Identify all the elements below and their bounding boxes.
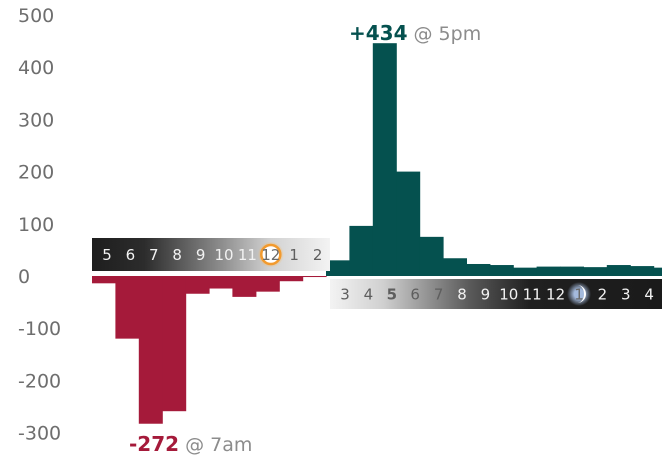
moon-icon-crescent: [577, 285, 586, 303]
y-tick-label: 100: [18, 214, 54, 236]
bar: [302, 276, 327, 278]
bar: [419, 236, 444, 276]
bar: [255, 276, 280, 292]
hour-label: 4: [644, 286, 654, 304]
y-axis: 500 400 300 200 100 0 -100 -200 -300: [18, 5, 61, 445]
hour-label: 2: [598, 286, 608, 304]
peak-value: -272: [129, 432, 179, 456]
bar: [606, 265, 631, 276]
bar: [232, 276, 257, 297]
hour-label: 9: [481, 286, 491, 304]
bar: [115, 276, 140, 339]
hour-label: 7: [434, 286, 444, 304]
peak-time: @ 7am: [185, 434, 252, 456]
bar: [583, 267, 608, 276]
bar: [396, 171, 421, 276]
peak-annotation-negative: -272 @ 7am: [129, 432, 252, 456]
hour-label: 5: [102, 246, 112, 264]
bar: [372, 43, 397, 276]
bar: [138, 276, 163, 424]
bar: [653, 267, 662, 276]
hour-label: 6: [410, 286, 420, 304]
moon-icon: [567, 282, 591, 306]
hour-label: 8: [457, 286, 467, 304]
y-tick-label: 300: [18, 109, 54, 131]
hour-label: 10: [499, 286, 518, 304]
bar: [349, 225, 374, 276]
hour-label: 8: [172, 246, 182, 264]
hour-label: 2: [313, 246, 323, 264]
annotations: +434 @ 5pm -272 @ 7am: [129, 21, 481, 456]
hour-strip-background: [330, 279, 662, 309]
bar: [92, 276, 116, 284]
bar: [209, 276, 233, 289]
bar: [185, 276, 210, 294]
hour-label: 11: [238, 246, 257, 264]
hour-label: 5: [387, 286, 397, 304]
peak-value: +434: [349, 21, 408, 45]
hour-label: 10: [214, 246, 233, 264]
bars: [92, 43, 662, 424]
bar: [279, 276, 304, 282]
peak-annotation-positive: +434 @ 5pm: [349, 21, 481, 45]
hour-label: 1: [574, 286, 584, 304]
bar: [560, 266, 584, 276]
hour-label: 7: [149, 246, 159, 264]
hour-label: 12: [546, 286, 565, 304]
hour-label: 9: [196, 246, 206, 264]
hour-label: 3: [621, 286, 631, 304]
sun-icon-ring: [260, 243, 282, 266]
bar: [536, 266, 561, 276]
y-tick-label: 500: [18, 5, 54, 27]
bar: [489, 265, 514, 276]
y-tick-label: -200: [18, 370, 61, 392]
bar: [326, 260, 350, 276]
hour-label: 12: [261, 246, 280, 264]
bar: [443, 258, 467, 276]
y-tick-label: 0: [18, 266, 30, 288]
bar: [466, 263, 491, 276]
bar: [630, 266, 655, 276]
bar: [513, 267, 538, 276]
y-tick-label: -300: [18, 423, 61, 445]
hour-strip-day: 5 6 7 8 9 10 11 12 1 2: [92, 238, 330, 271]
hour-label: 11: [523, 286, 542, 304]
hour-strips: 5 6 7 8 9 10 11 12 1 23 4 5 6 7 8 9 10 11 12 1 2 3 4: [92, 238, 662, 309]
hour-strip-night: 3 4 5 6 7 8 9 10 11 12 1 2 3 4: [330, 279, 662, 309]
hour-label: 4: [364, 286, 374, 304]
y-tick-label: -100: [18, 318, 61, 340]
peak-time: @ 5pm: [414, 23, 482, 45]
hour-label: 6: [126, 246, 136, 264]
y-tick-label: 200: [18, 162, 54, 184]
hour-strip-background: [92, 238, 330, 271]
bar: [162, 276, 187, 412]
y-tick-label: 400: [18, 57, 54, 79]
hour-label: 3: [340, 286, 350, 304]
hour-label: 1: [289, 246, 299, 264]
